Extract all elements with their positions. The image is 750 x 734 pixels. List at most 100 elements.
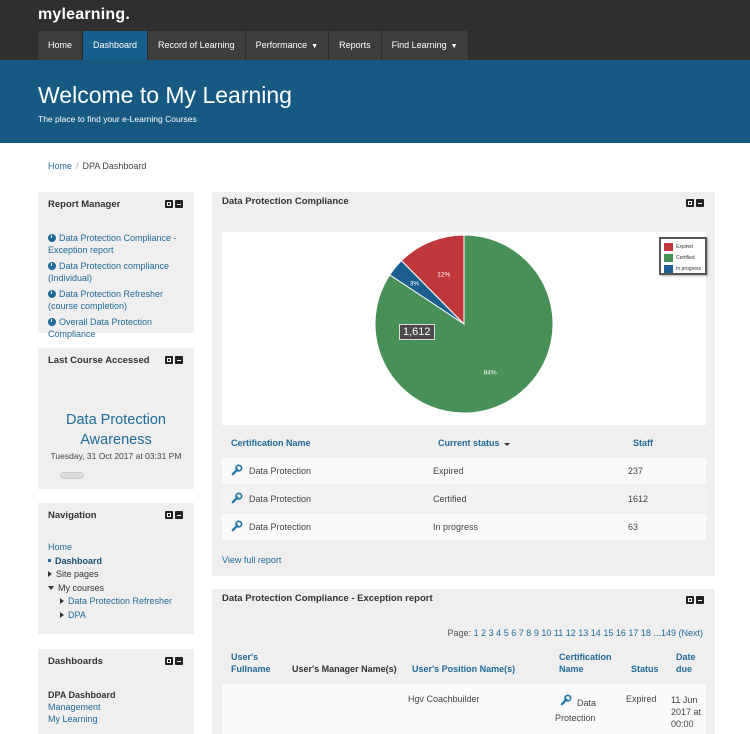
page-link[interactable]: 11 (553, 628, 564, 638)
dock-icon[interactable] (686, 199, 694, 207)
brand-logo[interactable]: mylearning. (38, 6, 131, 23)
collapse-icon[interactable] (175, 657, 183, 665)
legend-entry[interactable]: Expired (664, 241, 702, 252)
report-link-individual[interactable]: Data Protection compliance (Individual) (48, 260, 188, 284)
page-link[interactable]: 13 (578, 628, 589, 638)
page-link[interactable]: 14 (590, 628, 601, 638)
row-cert-name[interactable]: Data Protection (249, 494, 312, 504)
row-date-due: 11 Jun 2017 at 00:00 (671, 695, 702, 729)
dock-icon[interactable] (686, 596, 694, 604)
dock-icon[interactable] (165, 511, 173, 519)
col-status[interactable]: Status (631, 664, 659, 674)
row-position: Hgv Coachbuilder (408, 694, 480, 704)
page-link[interactable]: 17 (628, 628, 639, 638)
block-controls (686, 596, 704, 604)
dock-icon[interactable] (165, 200, 173, 208)
legend-entry[interactable]: Certified (664, 252, 702, 263)
dashboards-title: Dashboards (48, 656, 103, 667)
nav-record-of-learning[interactable]: Record of Learning (148, 31, 246, 60)
nav-dashboard[interactable]: Dashboard (83, 31, 149, 60)
nav-reports[interactable]: Reports (329, 31, 382, 60)
last-course-title: Last Course Accessed (48, 355, 150, 366)
dashboard-item-dpa[interactable]: DPA Dashboard (48, 690, 116, 700)
page-link[interactable]: 12 (565, 628, 576, 638)
nav-tree-site-pages[interactable]: Site pages (56, 569, 99, 579)
legend-swatch (664, 253, 673, 262)
dashboard-item-management[interactable]: Management (48, 702, 101, 712)
expand-arrow-icon[interactable] (60, 611, 64, 618)
dock-icon[interactable] (165, 356, 173, 364)
nav-tree-home[interactable]: Home (48, 542, 73, 552)
row-status: Expired (433, 466, 464, 476)
col-position-name[interactable]: User's Position Name(s) (412, 664, 516, 674)
report-link-overall[interactable]: Overall Data Protection Compliance (48, 316, 188, 340)
nav-performance[interactable]: Performance ▼ (245, 31, 330, 60)
page-link[interactable]: 10 (541, 628, 552, 638)
expand-arrow-icon[interactable] (60, 598, 64, 604)
page-next-link[interactable]: (Next) (678, 628, 704, 638)
col-certification-name[interactable]: Certification Name (559, 652, 612, 674)
row-cert-name[interactable]: Data Protection (249, 522, 312, 532)
page-link[interactable]: 9 (533, 628, 539, 638)
nav-tree-dashboard[interactable]: Dashboard (55, 555, 103, 566)
page-link[interactable]: 18 (640, 628, 651, 638)
page-link[interactable]: 16 (615, 628, 626, 638)
legend-entry[interactable]: In progress (664, 263, 702, 274)
collapse-icon[interactable] (696, 596, 704, 604)
expand-arrow-icon[interactable] (48, 571, 52, 577)
nav-tree-my-courses[interactable]: My courses (58, 582, 105, 593)
dashboard-item-my-learning[interactable]: My Learning (48, 714, 98, 724)
sort-desc-icon (503, 443, 510, 446)
row-cert-name[interactable]: Data Protection (249, 466, 312, 476)
certification-icon (560, 694, 572, 706)
banner-subtitle: The place to find your e-Learning Course… (38, 114, 197, 124)
nav-tree-course-dpa[interactable]: DPA (68, 609, 86, 620)
page-link[interactable]: 7 (518, 628, 524, 638)
page-link[interactable]: 3 (488, 628, 494, 638)
view-full-report-link[interactable]: View full report (222, 555, 282, 565)
table-row: Data Protection Certified 1612 (222, 486, 706, 512)
row-cert-name[interactable]: Data Protection (555, 698, 597, 723)
col-current-status[interactable]: Current status (438, 438, 510, 448)
nav-reports-label: Reports (339, 40, 371, 50)
nav-dashboard-label: Dashboard (93, 40, 138, 50)
page-link[interactable]: 8 (526, 628, 532, 638)
last-course-link[interactable]: Data Protection Awareness (66, 412, 166, 448)
pie-chart-svg: 84% 3% 12% (374, 234, 554, 414)
main-nav: Home Dashboard Record of Learning Perfor… (38, 31, 469, 60)
nav-home[interactable]: Home (38, 31, 84, 60)
page-link[interactable]: 2 (481, 628, 487, 638)
top-bar: mylearning. Home Dashboard Record of Lea… (0, 0, 750, 60)
page-link[interactable]: 4 (496, 628, 502, 638)
col-manager-name[interactable]: User's Manager Name(s) (292, 664, 397, 674)
report-manager-block: Report Manager Data Protection Complianc… (38, 192, 194, 339)
page-link[interactable]: 5 (503, 628, 509, 638)
legend-label: Expired (676, 243, 693, 250)
report-link-refresher[interactable]: Data Protection Refresher (course comple… (48, 288, 188, 312)
collapse-icon[interactable] (175, 200, 183, 208)
collapse-icon[interactable] (696, 199, 704, 207)
collapse-icon[interactable] (175, 356, 183, 364)
page-link[interactable]: 15 (603, 628, 614, 638)
col-staff[interactable]: Staff (633, 438, 653, 448)
nav-tree-course-refresher[interactable]: Data Protection Refresher (68, 596, 173, 606)
chart-tooltip: 1,612 (399, 324, 435, 340)
pie-data-label: 12% (437, 272, 450, 279)
pie-slice-expired[interactable] (400, 234, 465, 326)
report-link-exception[interactable]: Data Protection Compliance - Exception r… (48, 232, 188, 256)
collapse-arrow-icon[interactable] (48, 585, 54, 590)
report-icon (48, 290, 56, 298)
collapse-icon[interactable] (175, 511, 183, 519)
col-certification-name[interactable]: Certification Name (231, 438, 311, 448)
dashboards-list: DPA Dashboard Management My Learning (48, 689, 116, 725)
breadcrumb-home[interactable]: Home (48, 161, 73, 171)
table-row: Data Protection In progress 63 (222, 514, 706, 540)
col-user-fullname[interactable]: User's Fullname (231, 652, 271, 674)
page-link[interactable]: 1 (473, 628, 479, 638)
page-link[interactable]: 6 (511, 628, 517, 638)
nav-find-learning[interactable]: Find Learning ▼ (381, 31, 469, 60)
col-date-due[interactable]: Date due (676, 652, 696, 674)
page-link-last[interactable]: ...149 (653, 628, 676, 638)
dock-icon[interactable] (165, 657, 173, 665)
chevron-down-icon: ▼ (450, 43, 458, 50)
